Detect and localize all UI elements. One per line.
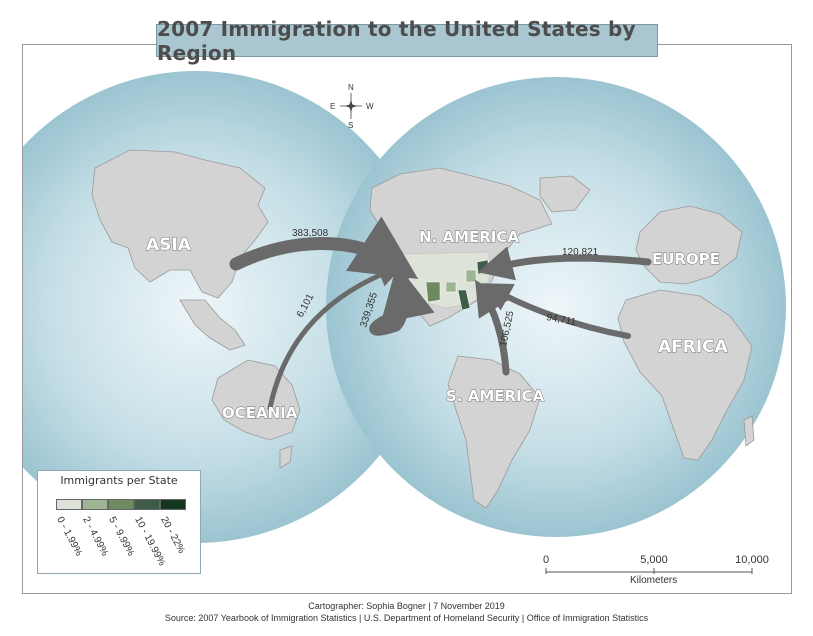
legend-swatch-5 xyxy=(160,499,186,510)
flow-arrow-europe xyxy=(477,246,652,281)
region-label-north-america: N. AMERICA xyxy=(419,228,519,246)
scale-tick-5000: 5,000 xyxy=(640,554,668,566)
region-label-asia: ASIA xyxy=(146,235,192,255)
region-label-oceania: OCEANIA xyxy=(222,404,298,422)
legend-swatch-3 xyxy=(108,499,134,510)
legend-swatch-4 xyxy=(134,499,160,510)
map-title: 2007 Immigration to the United States by… xyxy=(157,16,636,65)
flow-arrow-north-america xyxy=(369,264,435,336)
legend-class-label-1: 0 - 1.99% xyxy=(54,515,85,558)
scale-tick-10000: 10,000 xyxy=(735,554,769,566)
flow-arrow-asia xyxy=(229,216,419,279)
region-label-south-america: S. AMERICA xyxy=(446,387,545,405)
flow-arrow-oceania xyxy=(267,263,404,411)
scale-bar: 0 5,000 10,000 Kilometers xyxy=(540,548,780,588)
region-label-africa: AFRICA xyxy=(658,337,729,357)
compass-e: E xyxy=(330,102,335,111)
south-america-landmass xyxy=(447,355,541,509)
credits: Cartographer: Sophia Bogner | 7 November… xyxy=(0,600,813,624)
compass-n: N xyxy=(348,83,354,92)
legend-swatch-1 xyxy=(56,499,82,510)
scale-unit-label: Kilometers xyxy=(630,575,678,586)
compass-w: W xyxy=(366,102,374,111)
legend-swatch-2 xyxy=(82,499,108,510)
title-box: 2007 Immigration to the United States by… xyxy=(156,17,658,65)
compass-rose: N S E W xyxy=(330,83,374,130)
flow-arrow-africa xyxy=(481,283,631,339)
compass-s: S xyxy=(348,121,353,130)
legend: Immigrants per State 0 - 1.99% 2 - 4.99%… xyxy=(37,470,201,574)
region-label-europe: EUROPE xyxy=(652,250,720,268)
source-credit: Source: 2007 Yearbook of Immigration Sta… xyxy=(164,613,649,623)
legend-title: Immigrants per State xyxy=(60,474,178,487)
scale-line xyxy=(545,568,753,574)
legend-class-label-3: 5 - 9.99% xyxy=(106,515,137,558)
flow-label-europe: 120,821 xyxy=(562,247,599,258)
legend-class-label-2: 2 - 4.99% xyxy=(80,515,111,558)
legend-class-label-5: 20 - 22% xyxy=(158,515,187,556)
cartographer-credit: Cartographer: Sophia Bogner | 7 November… xyxy=(308,601,505,611)
africa-landmass xyxy=(617,289,753,461)
scale-tick-0: 0 xyxy=(542,554,550,566)
asia-landmass xyxy=(91,149,269,299)
flow-label-africa: 94,711 xyxy=(545,312,577,328)
flow-label-asia: 383,508 xyxy=(292,228,329,239)
